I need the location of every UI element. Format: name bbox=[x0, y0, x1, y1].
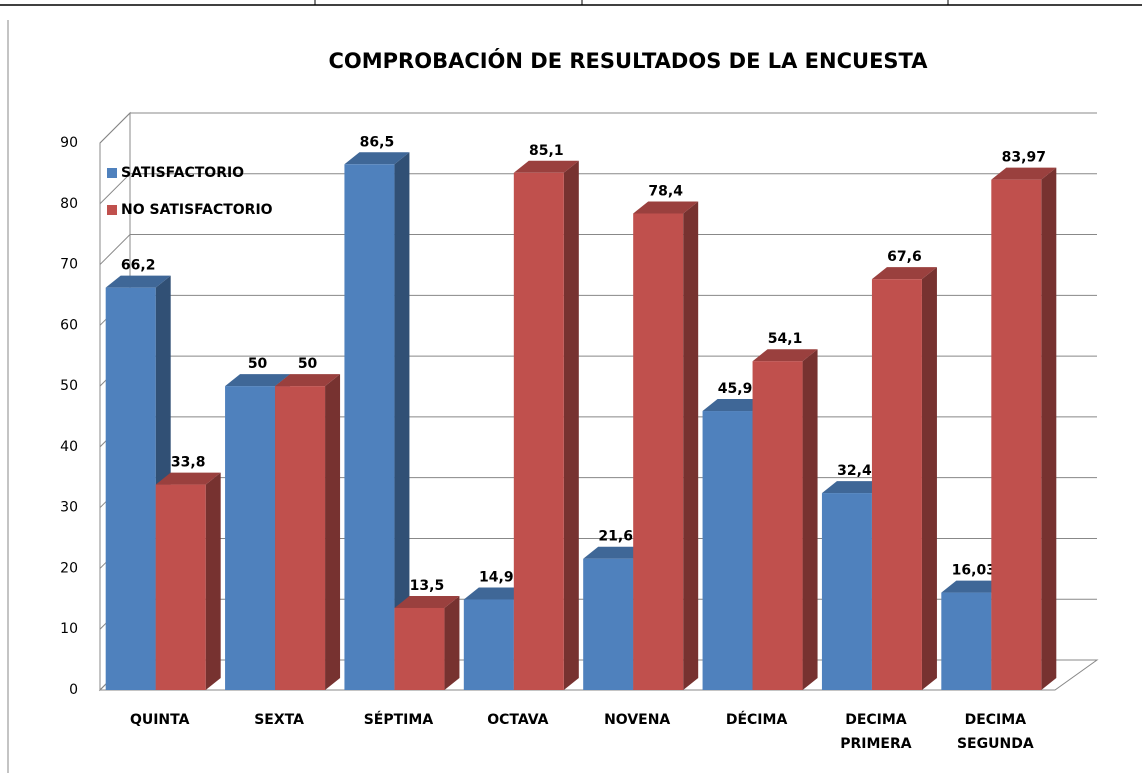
bar bbox=[702, 411, 753, 690]
y-tick-label: 90 bbox=[60, 135, 78, 151]
y-tick-label: 50 bbox=[60, 378, 78, 394]
value-label: 13,5 bbox=[410, 578, 445, 594]
value-label: 14,9 bbox=[479, 569, 514, 585]
value-label: 45,9 bbox=[718, 381, 753, 397]
y-tick-label: 30 bbox=[60, 500, 78, 516]
bar-top bbox=[225, 374, 291, 387]
bar-side bbox=[563, 160, 579, 690]
value-label: 50 bbox=[298, 356, 318, 372]
bar-side bbox=[683, 201, 699, 690]
bar bbox=[941, 592, 992, 690]
bar bbox=[871, 279, 922, 690]
bar bbox=[155, 484, 206, 690]
x-tick-label: DECIMA PRIMERA bbox=[840, 712, 912, 752]
grid-line bbox=[99, 173, 1097, 205]
bar bbox=[225, 386, 276, 690]
value-label: 54,1 bbox=[768, 331, 803, 347]
value-label: 16,03 bbox=[952, 563, 996, 579]
x-tick-label: SEXTA bbox=[254, 712, 304, 728]
y-tick-label: 0 bbox=[69, 682, 78, 698]
bar-top bbox=[871, 267, 937, 280]
x-tick-label: DÉCIMA bbox=[726, 711, 788, 728]
grid-line bbox=[99, 234, 1097, 265]
chart-title: COMPROBACIÓN DE RESULTADOS DE LA ENCUEST… bbox=[329, 48, 929, 73]
bar-top bbox=[941, 580, 1007, 593]
bar-top bbox=[991, 167, 1057, 180]
bar-top bbox=[275, 374, 341, 387]
value-label: 33,8 bbox=[171, 455, 206, 471]
bar bbox=[583, 558, 634, 690]
bar bbox=[394, 607, 445, 690]
y-tick-label: 20 bbox=[60, 560, 78, 576]
value-label: 50 bbox=[248, 356, 268, 372]
bar-top bbox=[513, 160, 579, 173]
bar-side bbox=[394, 152, 410, 690]
legend-swatch bbox=[107, 168, 117, 178]
y-tick-label: 10 bbox=[60, 621, 78, 637]
legend-label: SATISFACTORIO bbox=[121, 165, 244, 181]
legend-label: NO SATISFACTORIO bbox=[121, 202, 273, 218]
bar-top bbox=[105, 275, 171, 288]
bar-side bbox=[325, 374, 341, 690]
bar bbox=[513, 172, 564, 690]
bar-top bbox=[344, 152, 410, 165]
bar bbox=[821, 493, 872, 690]
bar-top bbox=[702, 399, 768, 412]
bar-top bbox=[821, 481, 887, 494]
x-tick-label: DECIMA SEGUNDA bbox=[957, 712, 1034, 752]
bar-top bbox=[752, 349, 818, 362]
x-tick-label: QUINTA bbox=[130, 712, 190, 728]
bar-side bbox=[205, 472, 221, 690]
value-label: 78,4 bbox=[648, 184, 683, 200]
legend-swatch bbox=[107, 205, 117, 215]
value-label: 21,6 bbox=[598, 529, 633, 545]
x-tick-label: SÉPTIMA bbox=[364, 711, 434, 728]
bar-side bbox=[1041, 167, 1057, 691]
bar-side bbox=[921, 267, 937, 690]
bar bbox=[463, 599, 514, 690]
bar-top bbox=[583, 546, 649, 559]
bar bbox=[991, 179, 1042, 691]
bar bbox=[344, 164, 395, 690]
grid-line bbox=[99, 112, 1097, 144]
bar bbox=[105, 287, 156, 690]
y-tick-label: 70 bbox=[60, 257, 78, 273]
bar-top bbox=[394, 595, 460, 608]
bar-top bbox=[155, 472, 221, 485]
x-tick-label: NOVENA bbox=[604, 712, 670, 728]
bar-top bbox=[463, 587, 529, 600]
value-label: 85,1 bbox=[529, 143, 564, 159]
value-label: 67,6 bbox=[887, 249, 922, 265]
bar-top bbox=[633, 201, 699, 214]
y-tick-label: 80 bbox=[60, 196, 78, 212]
x-tick-label: OCTAVA bbox=[487, 712, 548, 728]
y-tick-label: 40 bbox=[60, 439, 78, 455]
y-tick-label: 60 bbox=[60, 317, 78, 333]
bar bbox=[752, 361, 803, 690]
value-label: 83,97 bbox=[1002, 150, 1046, 166]
value-label: 32,4 bbox=[837, 463, 872, 479]
bar bbox=[275, 386, 326, 690]
value-label: 86,5 bbox=[360, 134, 395, 150]
bar-side bbox=[444, 595, 460, 690]
value-label: 66,2 bbox=[121, 258, 156, 274]
grid-line bbox=[99, 294, 1097, 326]
bar-side bbox=[802, 349, 818, 690]
bar bbox=[633, 213, 684, 690]
